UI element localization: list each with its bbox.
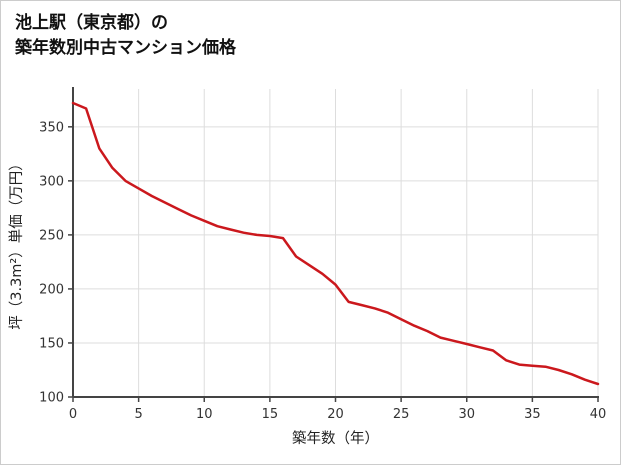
chart-title: 池上駅（東京都）の 築年数別中古マンション価格 xyxy=(15,11,236,60)
y-tick-label: 200 xyxy=(39,282,64,297)
y-axis-title: 坪（3.3m²）単価（万円） xyxy=(8,156,25,330)
x-tick-label: 20 xyxy=(327,407,344,422)
price-line xyxy=(71,101,600,386)
x-tick-label: 5 xyxy=(134,407,142,422)
x-tick-label: 30 xyxy=(458,407,475,422)
x-tick-label: 15 xyxy=(262,407,279,422)
y-tick-label: 350 xyxy=(39,120,64,135)
y-tick-label: 300 xyxy=(39,174,64,189)
x-tick-label: 40 xyxy=(590,407,607,422)
x-tick-label: 25 xyxy=(393,407,410,422)
x-tick-label: 35 xyxy=(524,407,541,422)
x-tick-label: 0 xyxy=(69,407,77,422)
chart-title-line2: 築年数別中古マンション価格 xyxy=(15,37,236,58)
x-tick-label: 10 xyxy=(196,407,213,422)
chart-title-line1: 池上駅（東京都）の xyxy=(15,13,168,33)
x-axis-title: 築年数（年） xyxy=(292,429,379,447)
y-tick-label: 100 xyxy=(39,391,64,406)
y-tick-label: 150 xyxy=(39,336,64,351)
price-chart: 0 5 10 15 20 25 30 35 40 100 150 200 250 300 350 築年数（年）… xyxy=(8,87,607,447)
y-tick-label: 250 xyxy=(39,228,64,243)
